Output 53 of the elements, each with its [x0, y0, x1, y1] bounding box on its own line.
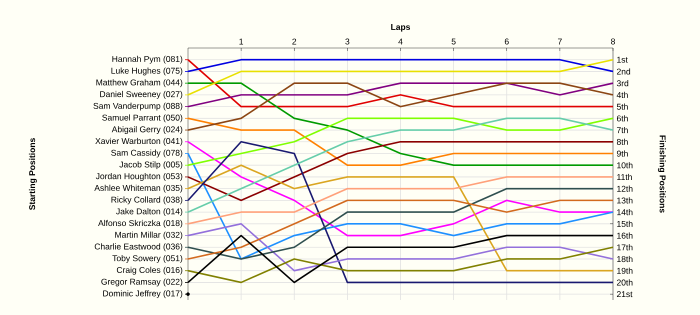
y-tick-label: 2nd — [616, 68, 630, 75]
y-tick-label: 4th — [616, 92, 628, 98]
legend-label: Matthew Graham (044) — [96, 79, 182, 88]
y-tick-label: 1st — [617, 56, 628, 63]
legend-label: Alfonso Skriczka (018) — [98, 220, 182, 228]
y-tick-label: 21st — [616, 291, 632, 298]
y-tick-label: 11th — [617, 174, 632, 180]
y-tick-label: 13th — [617, 197, 632, 204]
legend-label: Ashlee Whiteman (035) — [94, 184, 182, 193]
x-tick-label: 4 — [398, 38, 403, 44]
y-tick-label: 6th — [616, 115, 628, 122]
legend-label: Jake Dalton (014) — [116, 208, 182, 216]
legend-label: Martin Millar (032) — [115, 232, 182, 240]
legend-label: Toby Sowery (051) — [112, 255, 182, 263]
x-tick-label: 8 — [611, 38, 615, 44]
legend-label: Dominic Jeffrey (017) — [103, 290, 182, 298]
legend-label: Luke Hughes (075) — [111, 67, 182, 76]
legend-label: Sam Vanderpump (088) — [93, 102, 182, 111]
x-axis-title: Laps — [391, 24, 410, 32]
legend-label: Hannah Pym (081) — [112, 56, 182, 64]
y-tick-label: 14th — [617, 208, 632, 216]
legend-title: Starting Positions — [28, 138, 37, 210]
y-tick-label: 10th — [617, 162, 632, 168]
y-tick-label: 18th — [617, 256, 632, 262]
legend-label: Ricky Collard (038) — [111, 196, 182, 204]
legend-label: Jacob Stilp (005) — [119, 161, 182, 170]
legend-label: Xavier Warburton (041) — [95, 138, 182, 146]
legend-label: Daniel Sweeney (027) — [100, 90, 182, 99]
legend-label: Craig Coles (016) — [116, 266, 182, 275]
x-tick-label: 5 — [452, 38, 456, 44]
x-tick-label: 3 — [345, 38, 350, 44]
y2-axis-title: Finishing Positions — [658, 136, 666, 213]
legend-label: Charlie Eastwood (036) — [94, 243, 182, 252]
y-tick-label: 9th — [616, 150, 628, 157]
y-tick-label: 8th — [616, 138, 628, 145]
y-tick-label: 5th — [616, 103, 628, 110]
x-tick-label: 2 — [292, 38, 296, 44]
y-tick-label: 17th — [617, 244, 632, 250]
y-tick-label: 7th — [616, 126, 628, 134]
legend-label: Abigail Gerry (024) — [112, 126, 182, 134]
x-tick-label: 1 — [239, 38, 244, 44]
x-tick-label: 6 — [504, 38, 509, 44]
y-tick-label: 19th — [617, 268, 632, 274]
legend-label: Sam Cassidy (078) — [111, 150, 182, 158]
y-tick-label: 16th — [617, 232, 632, 239]
y-tick-label: 20th — [616, 279, 632, 286]
x-tick-label: 7 — [558, 38, 562, 44]
y-tick-label: 15th — [617, 220, 632, 227]
legend-label: Samuel Parrant (050) — [102, 114, 182, 122]
y-tick-label: 12th — [617, 186, 632, 192]
legend-label: Gregor Ramsay (022) — [101, 278, 182, 286]
y-tick-label: 3rd — [616, 80, 628, 86]
legend-label: Jordan Houghton (053) — [96, 172, 182, 181]
